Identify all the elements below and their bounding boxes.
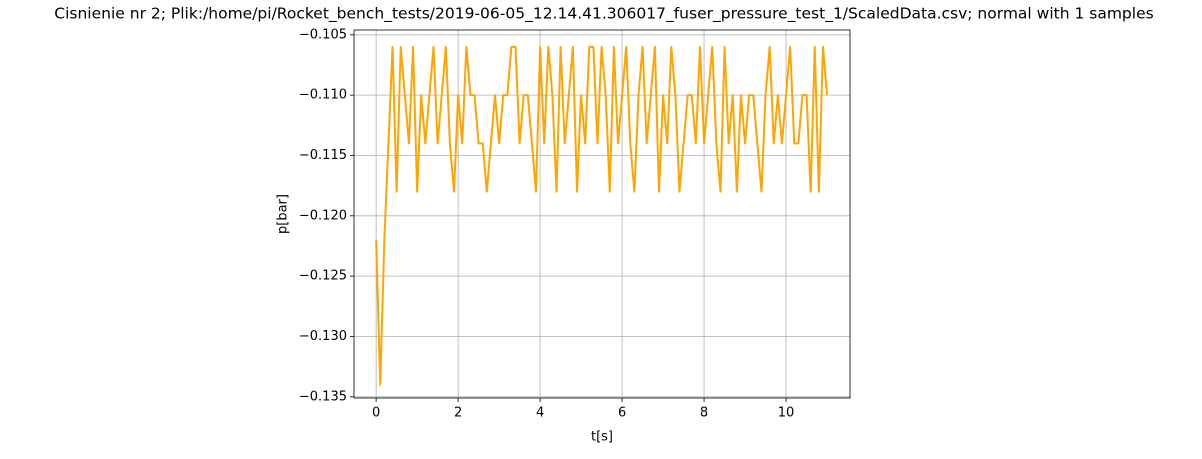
y-tick-label: −0.115 [299, 148, 347, 163]
y-tick-label: −0.120 [299, 208, 347, 223]
chart-title: Cisnienie nr 2; Plik:/home/pi/Rocket_ben… [54, 5, 1153, 24]
plot-frame [353, 29, 851, 399]
x-tick-label: 4 [536, 406, 544, 421]
y-tick-label: −0.135 [299, 389, 347, 404]
y-tick-label: −0.130 [299, 329, 347, 344]
data-line [375, 45, 829, 386]
y-axis-label: p[bar] [276, 194, 291, 234]
x-tick-label: 2 [454, 406, 462, 421]
x-tick-label: 6 [618, 406, 626, 421]
y-tick-label: −0.110 [299, 88, 347, 103]
y-tick-label: −0.125 [299, 269, 347, 284]
x-tick-label: 0 [372, 406, 380, 421]
x-axis-label: t[s] [591, 430, 613, 445]
x-tick-label: 10 [778, 406, 795, 421]
x-tick-label: 8 [700, 406, 708, 421]
y-tick-label: −0.105 [299, 27, 347, 42]
